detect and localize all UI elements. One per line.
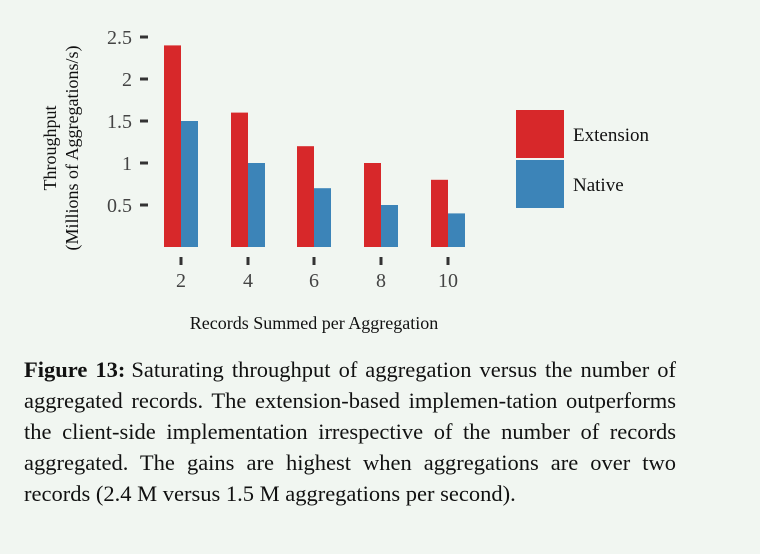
bar-extension-4 (231, 112, 248, 247)
legend-swatch-extension (516, 110, 564, 158)
bar-native-2 (181, 121, 198, 247)
bar-native-10 (448, 213, 465, 247)
y-tick-label: 1 (122, 153, 132, 175)
legend-label-extension: Extension (573, 125, 649, 146)
x-tick-label: 8 (376, 270, 386, 292)
caption-text: Saturating throughput of aggregation ver… (24, 357, 676, 506)
y-axis: 0.5 1 1.5 2 2.5 (107, 27, 148, 217)
bars (164, 45, 465, 248)
bar-native-4 (248, 163, 265, 247)
x-tick-label: 2 (176, 270, 186, 292)
y-axis-title-line1: Throughput (40, 106, 60, 191)
bar-extension-6 (297, 146, 314, 247)
y-tick-label: 2 (122, 69, 132, 91)
x-tick-label: 4 (243, 270, 253, 292)
caption-label: Figure 13: (24, 357, 126, 382)
bar-native-6 (314, 188, 331, 247)
x-axis-title: Records Summed per Aggregation (190, 313, 438, 333)
y-tick-label: 2.5 (107, 27, 132, 49)
x-tick-label: 6 (309, 270, 319, 292)
bar-chart: 0.5 1 1.5 2 2.5 2 4 6 8 10 Records Summed per Ag… (40, 27, 649, 333)
figure-caption: Figure 13: Saturating throughput of aggre… (24, 354, 676, 509)
x-axis: 2 4 6 8 10 (176, 257, 458, 292)
legend: Extension Native (516, 110, 649, 208)
bar-extension-2 (164, 45, 181, 248)
x-tick-label: 10 (438, 270, 458, 292)
y-tick-label: 1.5 (107, 111, 132, 133)
bar-extension-8 (364, 163, 381, 247)
legend-label-native: Native (573, 175, 624, 196)
legend-swatch-native (516, 160, 564, 208)
bar-extension-10 (431, 179, 448, 247)
y-axis-title-line2: (Millions of Aggregations/s) (62, 46, 83, 251)
bar-native-8 (381, 205, 398, 247)
y-tick-label: 0.5 (107, 195, 132, 217)
y-axis-title: Throughput (Millions of Aggregations/s) (40, 46, 83, 251)
